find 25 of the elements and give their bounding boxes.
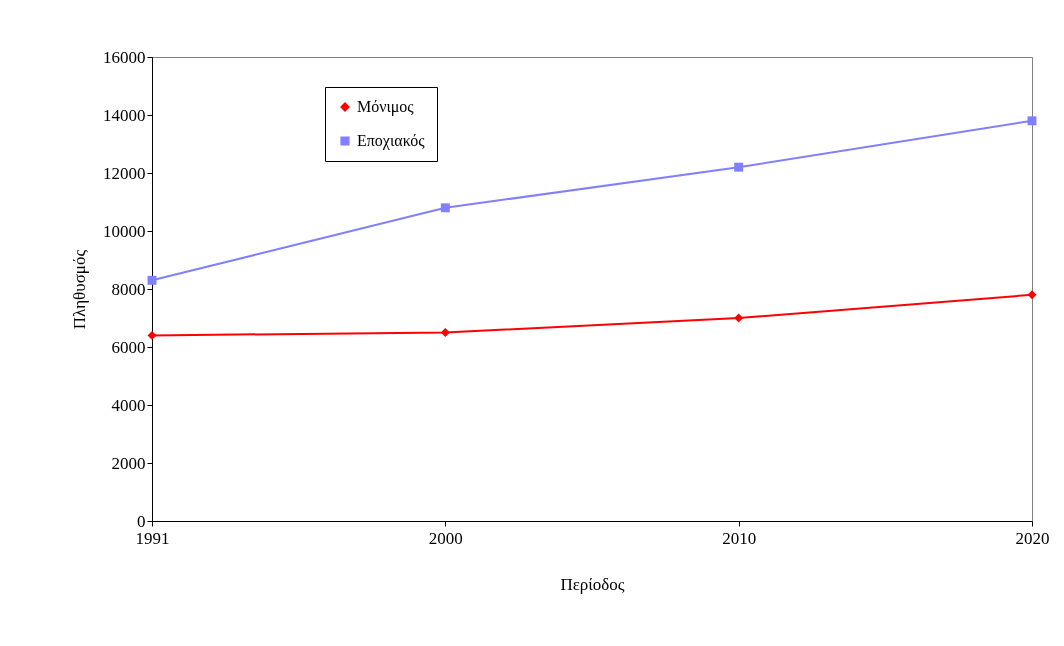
legend-label: Μόνιμος: [357, 98, 415, 116]
point: [440, 203, 450, 213]
point: [734, 313, 744, 323]
point: [147, 330, 157, 340]
x-tick-label: 2000: [428, 528, 463, 548]
point: [1027, 116, 1037, 126]
point: [734, 162, 744, 172]
y-tick-label: 2000: [111, 453, 146, 473]
y-tick-label: 10000: [103, 221, 146, 241]
x-tick-label: 2010: [722, 528, 757, 548]
y-tick-label: 12000: [103, 163, 146, 183]
legend-label: Εποχιακός: [357, 132, 426, 150]
y-axis-title: Πληθυσμός: [70, 249, 89, 330]
y-tick-label: 8000: [111, 279, 146, 299]
point: [1027, 290, 1037, 300]
y-tick-label: 14000: [103, 105, 146, 125]
y-tick-label: 16000: [103, 47, 146, 67]
point: [440, 328, 450, 337]
y-tick-label: 6000: [111, 337, 146, 357]
x-axis-title: Περίοδος: [560, 574, 625, 594]
point: [147, 275, 157, 285]
y-tick-label: 4000: [111, 395, 146, 415]
x-tick-label: 1991: [135, 528, 170, 548]
y-tick-label: 0: [137, 511, 146, 531]
x-tick-label: 2020: [1015, 528, 1050, 548]
